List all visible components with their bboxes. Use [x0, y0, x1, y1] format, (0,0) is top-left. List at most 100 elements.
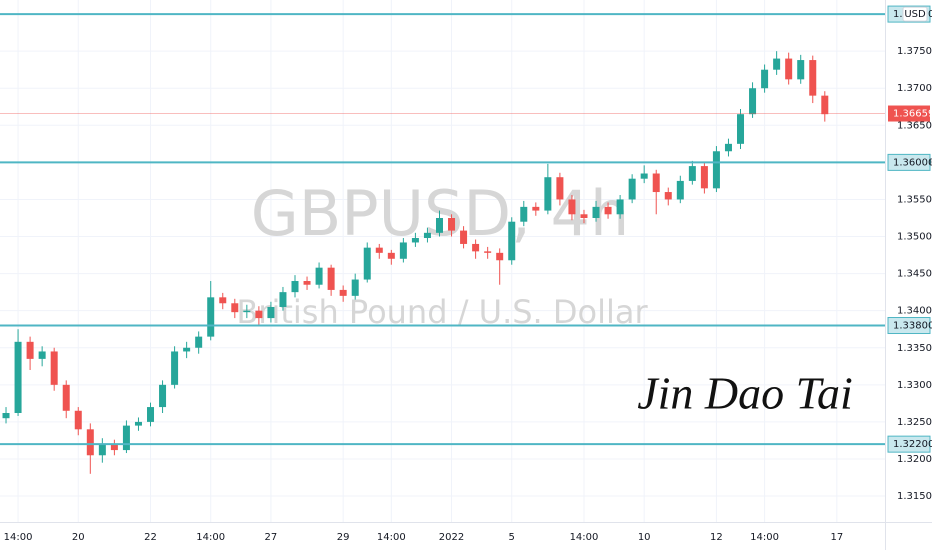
candle-body — [423, 232, 431, 239]
candle-body — [676, 180, 684, 200]
x-tick-label: 22 — [144, 532, 157, 543]
x-tick-label: 14:00 — [4, 532, 33, 543]
candle-body — [460, 230, 468, 244]
y-tick-label: 1.32500 — [897, 417, 932, 428]
y-tick-label: 1.34000 — [897, 306, 932, 317]
y-tick-label: 1.33500 — [897, 343, 932, 354]
candle-body — [411, 238, 419, 243]
candle-body — [110, 444, 118, 451]
y-tick-label: 1.37500 — [897, 46, 932, 57]
y-tick-label: 1.31500 — [897, 491, 932, 502]
candle-body — [351, 279, 359, 296]
candle-body — [62, 384, 70, 411]
watermark-symbol: GBPUSD, 4h — [251, 177, 630, 250]
candle-body — [375, 247, 383, 253]
candle-body — [147, 407, 155, 422]
candle-body — [544, 177, 552, 211]
candle-body — [134, 421, 142, 426]
candle-body — [761, 69, 769, 89]
y-tick-label: 1.33000 — [897, 380, 932, 391]
x-tick-label: 20 — [72, 532, 85, 543]
x-tick-label: 27 — [265, 532, 278, 543]
x-tick-label: 2022 — [439, 532, 464, 543]
candle-body — [315, 267, 323, 285]
x-tick-label: 14:00 — [377, 532, 406, 543]
candle-body — [749, 88, 757, 115]
candle-body — [652, 173, 660, 193]
candle-body — [520, 206, 528, 222]
candle-body — [363, 247, 371, 280]
candle-body — [74, 410, 82, 430]
candle-body — [604, 206, 612, 215]
y-tick-label: 1.36500 — [897, 120, 932, 131]
x-tick-label: 29 — [337, 532, 350, 543]
candle-body — [508, 221, 516, 261]
candle-body — [98, 444, 106, 456]
candle-body — [291, 281, 299, 293]
candle-body — [171, 351, 179, 385]
candle-body — [303, 281, 311, 285]
candle-body — [159, 384, 167, 408]
candle-body — [339, 289, 347, 296]
candle-body — [532, 206, 540, 211]
x-tick-label: 17 — [830, 532, 843, 543]
candle-body — [327, 267, 335, 290]
level-label-box — [887, 153, 931, 171]
candle-body — [664, 192, 672, 200]
y-tick-label: 1.35500 — [897, 194, 932, 205]
candle-body — [14, 341, 22, 414]
candle-body — [387, 252, 395, 259]
candle-body — [496, 252, 504, 261]
candle-body — [399, 242, 407, 259]
candle-body — [700, 166, 708, 189]
candle-body — [616, 199, 624, 215]
candle-body — [255, 310, 263, 319]
candle-body — [773, 58, 781, 70]
level-label: 1.36000 — [893, 157, 932, 168]
candle-body — [219, 297, 227, 304]
level-label: 1.32200 — [893, 439, 932, 450]
candle-body — [640, 173, 648, 179]
y-tick-label: 1.34500 — [897, 269, 932, 280]
candle-body — [472, 243, 480, 252]
candle-body — [207, 297, 215, 337]
x-tick-label: 14:00 — [570, 532, 599, 543]
candle-body — [712, 151, 720, 189]
candle-body — [580, 214, 588, 218]
y-tick-label: 1.35000 — [897, 232, 932, 243]
last-price-label: 1.36659 — [893, 109, 932, 120]
candle-body — [243, 310, 251, 313]
candle-body — [821, 95, 829, 115]
currency-label: USD — [904, 9, 926, 20]
x-tick-label: 10 — [638, 532, 651, 543]
currency-badge — [902, 6, 928, 22]
candle-body — [267, 306, 275, 319]
candle-body — [122, 425, 130, 451]
last-price-box — [888, 105, 930, 122]
candle-body — [38, 351, 46, 359]
candle-body — [809, 60, 817, 96]
y-tick-label: 1.32000 — [897, 454, 932, 465]
level-label-box — [887, 317, 931, 335]
candle-body — [50, 351, 58, 385]
level-label-box — [887, 435, 931, 453]
candle-body — [448, 217, 456, 231]
candle-body — [556, 177, 564, 200]
candle-body — [2, 413, 10, 419]
candle-body — [484, 251, 492, 253]
x-tick-label: 14:00 — [196, 532, 225, 543]
candle-body — [688, 166, 696, 181]
level-label: 1.33800 — [893, 321, 932, 332]
candle-body — [628, 178, 636, 200]
signature: Jin Dao Tai — [637, 368, 853, 419]
candle-body — [797, 60, 805, 80]
candle-body — [785, 58, 793, 80]
candle-body — [737, 114, 745, 144]
candle-body — [195, 336, 203, 348]
candle-body — [568, 199, 576, 215]
candle-body — [435, 217, 443, 233]
candle-body — [26, 341, 34, 359]
x-tick-label: 12 — [710, 532, 723, 543]
